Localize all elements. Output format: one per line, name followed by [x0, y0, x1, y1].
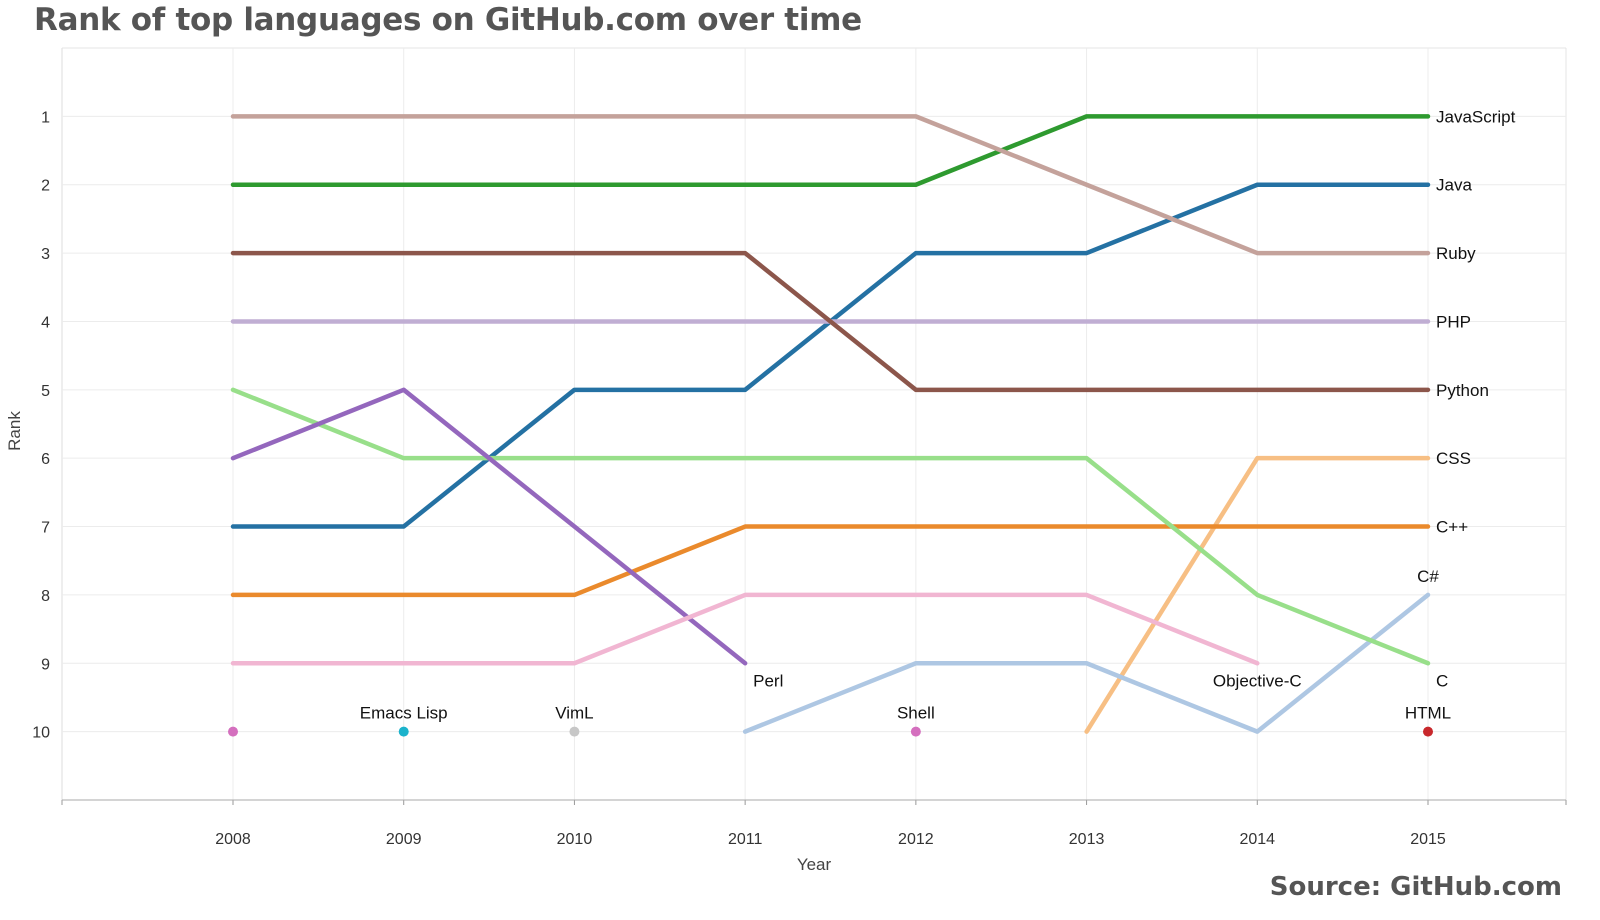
- series-label-c: C: [1436, 671, 1448, 690]
- source-note: Source: GitHub.com: [1269, 872, 1562, 902]
- series-point-viml: [569, 726, 580, 737]
- series-line-javascript: [230, 114, 1431, 187]
- y-tick-label: 1: [41, 109, 50, 126]
- series-line-c: [230, 524, 1431, 598]
- series-line-c: [230, 387, 1431, 666]
- series-label-php: PHP: [1436, 312, 1471, 331]
- x-tick-label: 2011: [728, 831, 763, 848]
- axis-layer: 1 2 3 4 5 6 7 8 9 10 2008 2009 2010 2011 2012 2013 2014 2…: [5, 109, 1567, 874]
- x-tick-label: 2010: [557, 831, 593, 848]
- x-tick-label: 2014: [1239, 831, 1275, 848]
- series-label-c: C#: [1417, 567, 1439, 586]
- series-label-perl: Perl: [753, 671, 783, 690]
- x-axis-title: Year: [797, 855, 832, 874]
- series-layer: [228, 114, 1433, 737]
- y-tick-label: 10: [32, 725, 50, 742]
- series-line-css: [1084, 455, 1431, 734]
- series-label-python: Python: [1436, 381, 1489, 400]
- x-tick-label: 2012: [898, 831, 934, 848]
- series-label-java: Java: [1436, 176, 1472, 195]
- y-tick-label: 2: [41, 178, 50, 195]
- grid-layer: [61, 47, 1567, 800]
- series-label-javascript: JavaScript: [1436, 107, 1516, 126]
- series-line-c: [742, 592, 1431, 734]
- x-tick-label: 2013: [1069, 831, 1105, 848]
- series-line-perl: [230, 387, 748, 666]
- series-label-html: HTML: [1405, 704, 1451, 723]
- x-tick-label: 2015: [1410, 831, 1446, 848]
- series-label-c: C++: [1436, 518, 1468, 537]
- series-point-shell: [228, 726, 238, 737]
- series-label-objective-c: Objective-C: [1213, 671, 1302, 690]
- y-axis-title: Rank: [5, 411, 24, 451]
- y-tick-label: 4: [41, 314, 50, 331]
- x-tick-label: 2008: [215, 831, 251, 848]
- series-label-emacs-lisp: Emacs Lisp: [360, 704, 448, 723]
- y-tick-label: 6: [41, 451, 50, 468]
- y-tick-label: 9: [41, 656, 50, 673]
- series-line-python: [230, 250, 1431, 393]
- label-layer: JavaScript Java Ruby PHP Python CSS C++ C# C Perl…: [360, 107, 1516, 722]
- series-line-ruby: [230, 114, 1431, 256]
- series-line-objective-c: [230, 592, 1260, 666]
- y-tick-label: 5: [41, 383, 50, 400]
- series-label-shell: Shell: [897, 704, 935, 723]
- series-point-emacs-lisp: [398, 726, 409, 737]
- y-tick-label: 8: [41, 588, 50, 605]
- series-label-ruby: Ruby: [1436, 244, 1476, 263]
- chart-title: Rank of top languages on GitHub.com over…: [34, 2, 862, 38]
- series-label-viml: VimL: [555, 704, 593, 723]
- y-tick-label: 7: [41, 520, 50, 537]
- series-point-shell: [910, 726, 921, 737]
- x-tick-label: 2009: [386, 831, 422, 848]
- series-point-html: [1423, 726, 1433, 737]
- series-label-css: CSS: [1436, 449, 1471, 468]
- y-tick-label: 3: [41, 246, 50, 263]
